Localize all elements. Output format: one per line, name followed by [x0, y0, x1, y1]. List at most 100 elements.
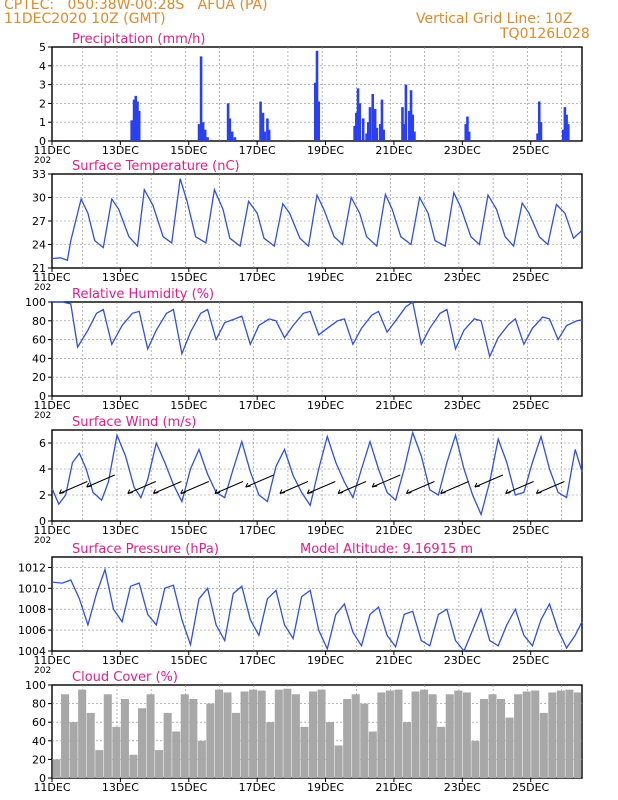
- cloud-bar: [471, 740, 480, 778]
- y-tick-label: 0: [39, 515, 46, 528]
- precip-bar: [267, 129, 271, 141]
- cloud-bar: [573, 692, 581, 778]
- y-tick-label: 5: [39, 41, 46, 54]
- cloud-bar: [291, 694, 300, 778]
- x-tick-label: 17DEC: [239, 399, 276, 412]
- y-tick-label: 24: [32, 239, 46, 252]
- x-tick-label: 19DEC: [307, 524, 344, 537]
- x-tick-label: 25DEC: [512, 524, 549, 537]
- precip-bar: [197, 124, 201, 141]
- x-tick-label: 15DEC: [170, 781, 207, 794]
- cloud-bar: [163, 712, 172, 778]
- x-tick-label: 25DEC: [512, 271, 549, 284]
- wind-arrow: [474, 474, 504, 488]
- cloud-bar: [462, 692, 471, 778]
- cloud-bar: [420, 689, 429, 778]
- y-tick-label: 2: [39, 489, 46, 502]
- x-tick-label: 25DEC: [512, 144, 549, 157]
- cloud-bar: [454, 690, 463, 778]
- cloud-bar: [394, 689, 403, 778]
- cloud-bar: [223, 692, 232, 778]
- x-tick-label: 13DEC: [102, 781, 139, 794]
- cloud-bar: [120, 698, 129, 778]
- precip-bar: [371, 94, 375, 141]
- rh-title: Relative Humidity (%): [72, 287, 214, 302]
- precip-bar: [539, 122, 543, 141]
- y-tick-label: 1006: [18, 624, 46, 637]
- y-tick-label: 20: [32, 371, 46, 384]
- precip-bar: [404, 84, 408, 141]
- plot-frame: [51, 556, 583, 652]
- wind-arrow: [505, 481, 534, 494]
- wind-arrow: [59, 481, 88, 494]
- y-tick-label: 3: [39, 79, 46, 92]
- x-tick-label: 21DEC: [375, 781, 412, 794]
- precip-bar: [561, 129, 565, 141]
- x-tick-label: 17DEC: [239, 654, 276, 667]
- cloud-bar: [129, 754, 138, 778]
- x-tick-label: 19DEC: [307, 271, 344, 284]
- precip-bar: [353, 125, 356, 141]
- plot-frame: [51, 301, 583, 397]
- cloud-bar: [428, 694, 437, 778]
- y-tick-label: 1008: [18, 603, 46, 616]
- cloud-bar: [556, 690, 565, 778]
- cloud-bar: [326, 722, 335, 778]
- precip-bar: [203, 129, 207, 141]
- y-tick-label: 30: [32, 192, 46, 205]
- cloud-bar: [385, 690, 394, 778]
- y-tick-label: 100: [25, 679, 46, 692]
- precip-bar: [134, 95, 138, 141]
- precip-bar: [567, 124, 570, 141]
- cloud-bar: [214, 689, 223, 778]
- wind-arrow: [337, 481, 367, 494]
- cloud-bar: [206, 703, 215, 778]
- cloud-bar: [78, 689, 87, 778]
- x-tick-label: 15DEC: [170, 654, 207, 667]
- cloud-bar: [402, 722, 412, 778]
- y-tick-label: 80: [32, 315, 46, 328]
- x-tick-label: 19DEC: [307, 144, 344, 157]
- precip-bar: [380, 99, 384, 141]
- cloud-bar: [488, 694, 497, 778]
- x-tick-label: 15DEC: [170, 271, 207, 284]
- x-tick-label: 11DEC: [33, 144, 70, 157]
- x-sublabel: 202: [34, 411, 51, 421]
- cloud-bar: [479, 698, 488, 778]
- rh-series-line: [52, 300, 583, 359]
- precip-bar: [317, 101, 321, 141]
- y-tick-label: 1: [39, 116, 46, 129]
- x-tick-label: 11DEC: [33, 654, 70, 667]
- precip-bar: [411, 114, 415, 141]
- precip-bar: [378, 124, 382, 141]
- cloud-bar: [240, 691, 249, 778]
- precip-bar: [373, 109, 377, 141]
- precip-bar: [199, 56, 203, 141]
- grid-note: Vertical Grid Line: 10Z: [416, 11, 573, 27]
- cloud-bar: [232, 712, 241, 778]
- cloud-bar: [531, 690, 540, 778]
- x-sublabel: 202: [34, 536, 51, 546]
- cloud-bar: [497, 698, 506, 778]
- panel-cloud: Cloud Cover (%) 0 20 40 60 80 100 11DEC 13DEC 15D…: [25, 670, 583, 794]
- x-tick-label: 21DEC: [375, 524, 412, 537]
- precip-bar: [266, 118, 269, 141]
- precip-bar: [409, 90, 413, 141]
- run-code: TQ0126L028: [500, 26, 590, 42]
- precip-bar: [356, 88, 360, 141]
- wind-arrow-head: [406, 489, 412, 494]
- x-tick-label: 17DEC: [239, 781, 276, 794]
- precip-bar: [130, 120, 133, 141]
- header-line2: 11DEC2020 10Z (GMT): [4, 11, 166, 27]
- cloud-bar: [274, 689, 283, 778]
- cloud-bar: [95, 750, 104, 778]
- cloud-bar: [548, 692, 557, 778]
- x-tick-label: 13DEC: [102, 144, 139, 157]
- cloud-bar: [411, 691, 420, 778]
- cloud-bar: [334, 745, 343, 778]
- precip-bar: [261, 112, 265, 141]
- panel-precip: Precipitation (mm/h) 0 1 2 3 4 5 11DEC 13DEC 15DE…: [33, 32, 583, 166]
- wind-series-line: [51, 430, 583, 517]
- x-tick-label: 11DEC: [33, 524, 70, 537]
